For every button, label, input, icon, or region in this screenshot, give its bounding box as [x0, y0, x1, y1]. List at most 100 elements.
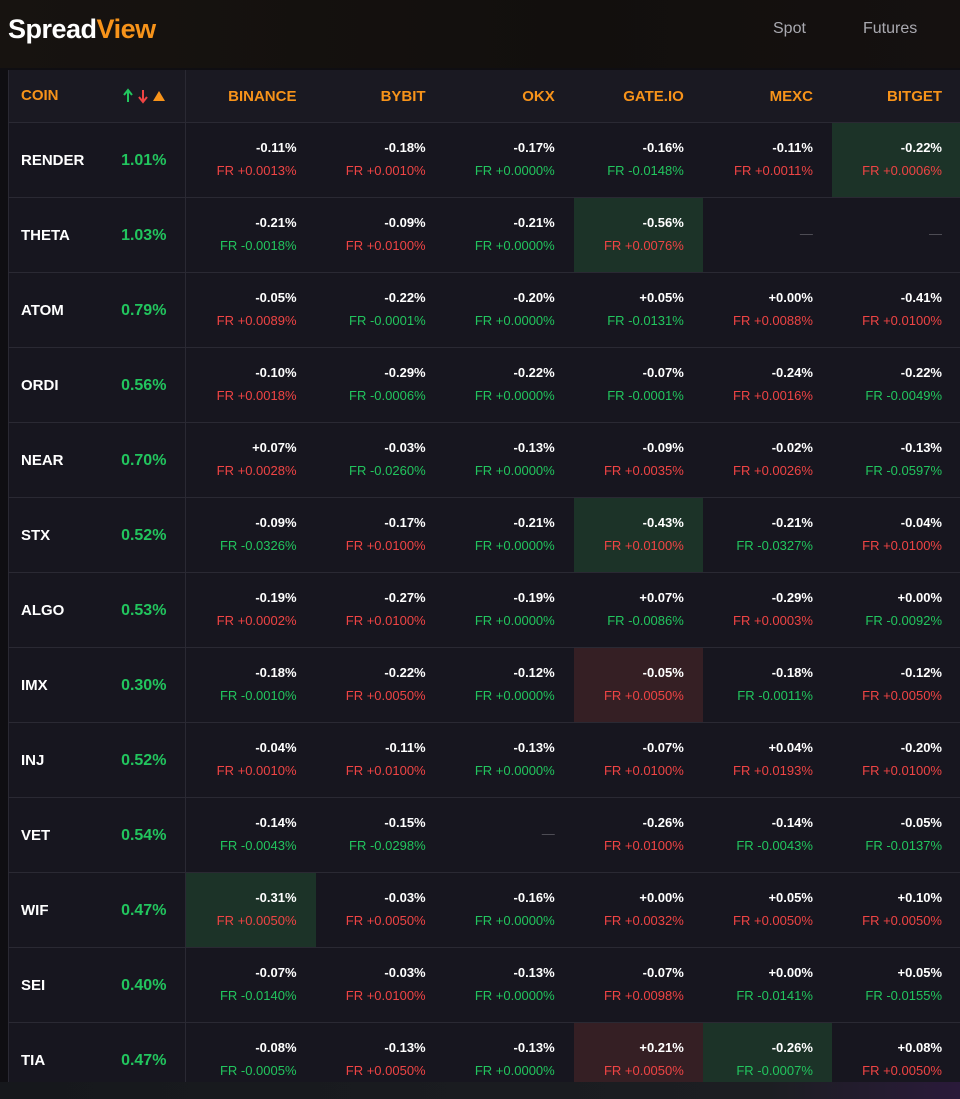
coin-row[interactable]: STX 0.52% -0.09% FR -0.0326% -0.17% FR +0.010…	[9, 498, 960, 573]
funding-rate: FR -0.0141%	[736, 988, 813, 1003]
funding-rate: FR +0.0050%	[345, 913, 426, 928]
exchange-cell: -0.24% FR +0.0016%	[703, 348, 832, 422]
funding-rate: FR +0.0000%	[474, 163, 555, 178]
coin-cell: THETA 1.03%	[9, 198, 187, 272]
price-spread: +0.10%	[897, 890, 942, 905]
coin-header[interactable]: COIN	[21, 87, 59, 104]
price-spread: -0.13%	[513, 965, 555, 980]
funding-rate: FR +0.0100%	[603, 538, 684, 553]
exchange-cell: -0.43% FR +0.0100%	[573, 498, 703, 572]
funding-rate: FR -0.0326%	[219, 538, 297, 553]
funding-rate: FR +0.0000%	[474, 238, 555, 253]
exchange-header[interactable]: BITGET	[887, 87, 943, 105]
coin-row[interactable]: NEAR 0.70% +0.07% FR +0.0028% -0.03% FR -0.02…	[9, 423, 960, 498]
brand-part: View	[96, 14, 157, 44]
coin-row[interactable]: TIA 0.47% -0.08% FR -0.0005% -0.13% FR +0.005…	[9, 1023, 960, 1082]
exchange-cell: -0.29% FR +0.0003%	[703, 573, 832, 647]
funding-rate: FR +0.0000%	[474, 913, 555, 928]
exchange-cell: -0.14% FR -0.0043%	[186, 798, 315, 872]
coin-row[interactable]: WIF 0.47% -0.31% FR +0.0050% -0.03% FR +0.005…	[9, 873, 960, 948]
price-spread: -0.13%	[384, 1040, 426, 1055]
exchange-cell: +0.00% FR +0.0088%	[703, 273, 832, 347]
price-spread: +0.00%	[897, 590, 942, 605]
exchange-cell: -0.03% FR +0.0100%	[316, 948, 445, 1022]
coin-row[interactable]: ALGO 0.53% -0.19% FR +0.0002% -0.27% FR +0.01…	[9, 573, 960, 648]
spread-value: 0.70%	[121, 452, 167, 469]
exchange-cell: -0.22% FR +0.0000%	[445, 348, 574, 422]
price-spread: -0.22%	[900, 140, 942, 155]
price-spread: -0.04%	[900, 515, 942, 530]
exchange-cell: +0.04% FR +0.0193%	[703, 723, 832, 797]
funding-rate: FR +0.0002%	[216, 613, 297, 628]
funding-rate: FR +0.0100%	[345, 988, 426, 1003]
coin-row[interactable]: THETA 1.03% -0.21% FR -0.0018% -0.09% FR +0.0…	[9, 198, 960, 273]
brand[interactable]: SpreadView	[8, 14, 156, 45]
coin-name: NEAR	[21, 452, 64, 469]
funding-rate: FR +0.0100%	[603, 763, 684, 778]
coin-name: RENDER	[21, 152, 85, 169]
exchange-header[interactable]: BYBIT	[380, 87, 426, 105]
price-spread: -0.05%	[255, 290, 297, 305]
price-spread: -0.16%	[513, 890, 555, 905]
price-spread: -0.03%	[384, 965, 426, 980]
coin-row[interactable]: RENDER 1.01% -0.11% FR +0.0013% -0.18% FR +0.…	[9, 123, 960, 198]
price-spread: -0.14%	[255, 815, 297, 830]
coin-cell: RENDER 1.01%	[9, 123, 187, 197]
price-spread: -0.41%	[900, 290, 942, 305]
exchange-cell: -0.07% FR +0.0100%	[574, 723, 703, 797]
funding-rate: FR +0.0032%	[603, 913, 684, 928]
exchange-cell: -0.04% FR +0.0100%	[832, 498, 960, 572]
exchange-cell: -0.05% FR -0.0137%	[832, 798, 960, 872]
empty-value: —	[929, 226, 942, 241]
funding-rate: FR -0.0148%	[607, 163, 684, 178]
price-spread: -0.10%	[255, 365, 297, 380]
price-spread: -0.03%	[384, 440, 426, 455]
exchange-cell: -0.21% FR -0.0018%	[186, 198, 315, 272]
exchange-cell: -0.07% FR -0.0140%	[186, 948, 315, 1022]
funding-rate: FR -0.0043%	[736, 838, 813, 853]
spread-value: 0.40%	[121, 977, 167, 994]
exchange-cell: -0.18% FR -0.0011%	[703, 648, 832, 722]
exchange-cell: -0.31% FR +0.0050%	[186, 873, 316, 947]
exchange-cell: +0.07% FR -0.0086%	[574, 573, 703, 647]
exchange-cell: -0.26% FR -0.0007%	[702, 1023, 832, 1082]
exchange-header[interactable]: MEXC	[769, 87, 813, 105]
price-spread: -0.21%	[513, 215, 555, 230]
price-spread: -0.07%	[255, 965, 297, 980]
header-row: COIN BINANCE BYBIT OKX GATE.IO MEXC BITGET	[9, 70, 960, 123]
coin-cell: ORDI 0.56%	[9, 348, 187, 422]
funding-rate: FR +0.0016%	[733, 388, 813, 403]
coin-row[interactable]: ATOM 0.79% -0.05% FR +0.0089% -0.22% FR -0.00…	[9, 273, 960, 348]
funding-rate: FR -0.0086%	[607, 613, 684, 628]
spread-value: 0.47%	[121, 902, 167, 919]
price-spread: -0.04%	[255, 740, 297, 755]
exchange-header[interactable]: OKX	[522, 87, 555, 105]
nav-link[interactable]: Futures	[863, 20, 918, 37]
sort-icon[interactable]	[123, 87, 167, 105]
price-spread: -0.09%	[255, 515, 297, 530]
coin-row[interactable]: IMX 0.30% -0.18% FR -0.0010% -0.22% FR +0.005…	[9, 648, 960, 723]
price-spread: +0.07%	[639, 590, 684, 605]
exchange-cell: -0.22% FR +0.0006%	[831, 123, 960, 197]
funding-rate: FR +0.0018%	[216, 388, 297, 403]
funding-rate: FR -0.0260%	[349, 463, 426, 478]
exchange-header[interactable]: GATE.IO	[623, 87, 684, 105]
coin-row[interactable]: VET 0.54% -0.14% FR -0.0043% -0.15% FR -0.029…	[9, 798, 960, 873]
coin-row[interactable]: INJ 0.52% -0.04% FR +0.0010% -0.11% FR +0.010…	[9, 723, 960, 798]
scrollbar	[0, 1082, 960, 1099]
coin-cell: WIF 0.47%	[9, 873, 187, 947]
price-spread: -0.07%	[642, 965, 684, 980]
exchange-cell: -0.13% FR +0.0000%	[445, 723, 574, 797]
coin-row[interactable]: ORDI 0.56% -0.10% FR +0.0018% -0.29% FR -0.00…	[9, 348, 960, 423]
nav-link[interactable]: Spot	[773, 20, 806, 37]
coin-row[interactable]: SEI 0.40% -0.07% FR -0.0140% -0.03% FR +0.010…	[9, 948, 960, 1023]
funding-rate: FR +0.0100%	[345, 613, 426, 628]
price-spread: +0.05%	[897, 965, 942, 980]
exchange-header[interactable]: BINANCE	[228, 87, 297, 105]
price-spread: -0.07%	[642, 740, 684, 755]
exchange-cell: -0.56% FR +0.0076%	[573, 198, 703, 272]
brand-part: Spread	[8, 14, 97, 44]
price-spread: -0.05%	[642, 665, 684, 680]
spread-value: 0.53%	[121, 602, 167, 619]
